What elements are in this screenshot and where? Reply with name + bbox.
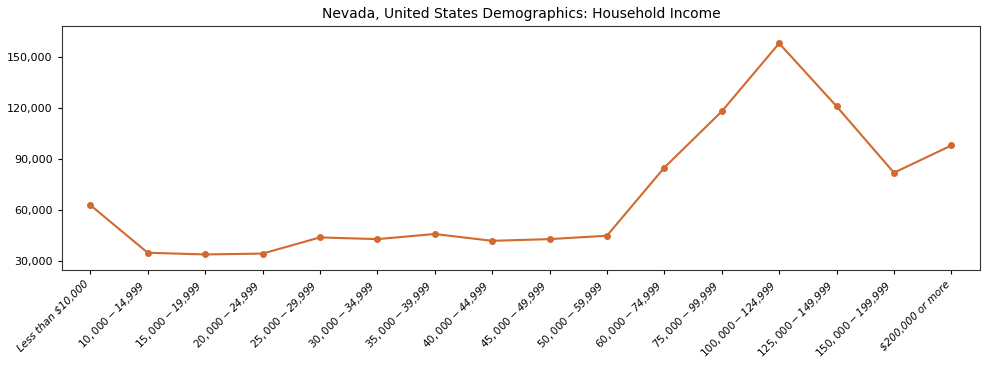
Title: Nevada, United States Demographics: Household Income: Nevada, United States Demographics: Hous… xyxy=(321,7,720,21)
